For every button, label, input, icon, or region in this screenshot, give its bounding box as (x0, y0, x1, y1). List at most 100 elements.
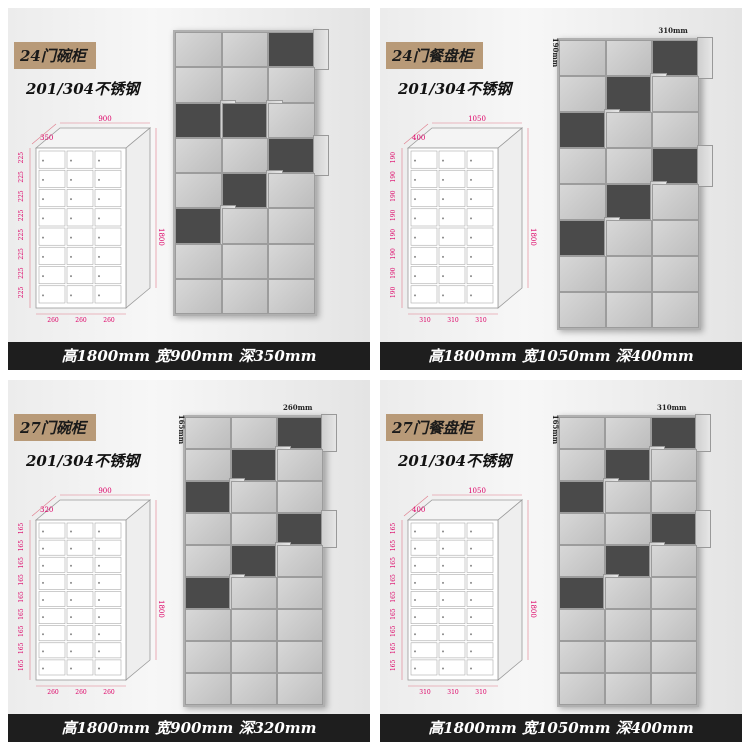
open-door (221, 173, 269, 209)
dimension-diagram: 900 320 1800 165 165 165 165 165 165 165 165 165 260… (18, 487, 165, 696)
door (605, 148, 653, 184)
diagram-col-width: 260 (75, 317, 87, 324)
diagram-door (410, 227, 438, 246)
door-flap (313, 29, 330, 71)
door (652, 76, 699, 112)
door (559, 449, 605, 481)
door (277, 577, 323, 609)
diagram-row-height: 165 (390, 523, 397, 535)
open-door (651, 513, 697, 545)
diagram-col-width: 260 (47, 317, 59, 324)
diagram-door (38, 522, 66, 539)
door (559, 40, 606, 76)
diagram-door (38, 659, 66, 676)
diagram-door (466, 169, 494, 188)
door-width-label: 260mm (283, 403, 313, 412)
diagram-row-height: 190 (390, 190, 397, 202)
diagram-row-height: 165 (18, 591, 25, 603)
diagram-row-height: 165 (390, 608, 397, 620)
diagram-door (438, 608, 466, 624)
door (175, 32, 222, 68)
door (605, 513, 651, 545)
open-door (277, 417, 323, 449)
diagram-door (94, 625, 122, 642)
diagram-door (66, 539, 94, 556)
diagram-row-height: 225 (18, 286, 25, 298)
door (231, 641, 277, 673)
product-title: 24门碗柜 (14, 42, 96, 69)
diagram-door (66, 591, 94, 607)
door-flap (321, 414, 338, 452)
open-door (175, 102, 222, 138)
diagram-door (466, 642, 494, 659)
diagram-door (94, 556, 122, 573)
diagram-door (66, 574, 94, 590)
door (185, 449, 231, 481)
open-door (231, 449, 277, 481)
diagram-door (410, 522, 438, 539)
diagram-col-width: 310 (447, 317, 459, 324)
diagram-door (38, 266, 66, 285)
door (605, 112, 653, 148)
diagram-height: 1800 (157, 228, 165, 246)
diagram-door (438, 169, 466, 188)
diagram-door (466, 266, 494, 285)
door (175, 173, 222, 209)
diagram-row-height: 225 (18, 209, 25, 221)
diagram-door (66, 189, 94, 208)
diagram-door (466, 659, 494, 676)
diagram-row-height: 165 (390, 574, 397, 586)
diagram-row-height: 165 (390, 591, 397, 603)
open-door (652, 40, 699, 76)
dimension-diagram: 900 350 1800 225 225 225 225 225 225 225 225 260 260… (18, 115, 165, 324)
diagram-door (466, 189, 494, 208)
door-width-label: 310mm (658, 26, 688, 35)
door-height-label: 165mm (177, 414, 187, 445)
door-flap (313, 134, 330, 176)
diagram-door (38, 574, 66, 590)
diagram-row-height: 225 (18, 248, 25, 260)
door (605, 577, 651, 609)
cabinet-photo (557, 414, 712, 707)
diagram-door (438, 642, 466, 659)
door (175, 67, 222, 103)
diagram-door (38, 189, 66, 208)
diagram-door (438, 150, 466, 169)
diagram-door (438, 556, 466, 573)
open-door (268, 32, 315, 68)
diagram-door (438, 659, 466, 676)
dimension-diagram: 1050 400 1800 190 190 190 190 190 190 190 190 310 31… (390, 115, 537, 324)
product-panel: 27门餐盘柜 201/304不锈钢 高1800mm 宽1050mm 深400mm… (380, 380, 742, 742)
diagram-col-width: 260 (103, 689, 115, 696)
product-title: 27门碗柜 (14, 414, 96, 441)
diagram-col-width: 310 (475, 317, 487, 324)
door (268, 278, 315, 314)
door (221, 32, 269, 68)
diagram-row-height: 225 (18, 171, 25, 183)
open-door (277, 513, 323, 545)
door (652, 256, 699, 292)
diagram-depth: 400 (412, 134, 425, 142)
diagram-door (410, 150, 438, 169)
diagram-row-height: 165 (18, 523, 25, 535)
door (559, 256, 606, 292)
door (652, 184, 699, 220)
diagram-door (94, 574, 122, 590)
diagram-door (410, 539, 438, 556)
door (559, 641, 605, 673)
diagram-door (38, 608, 66, 624)
dimension-diagram: 1050 400 1800 165 165 165 165 165 165 165 165 165 31… (390, 487, 537, 696)
diagram-col-width: 260 (103, 317, 115, 324)
cabinet-photo (557, 37, 714, 330)
diagram-door (94, 266, 122, 285)
diagram-row-height: 165 (390, 660, 397, 672)
door-width-label: 310mm (657, 403, 687, 412)
open-door (268, 137, 315, 173)
door (559, 545, 605, 577)
door (605, 292, 653, 328)
door (277, 673, 323, 705)
diagram-door (66, 150, 94, 169)
door (268, 243, 315, 279)
door (605, 609, 651, 641)
diagram-door (410, 246, 438, 265)
